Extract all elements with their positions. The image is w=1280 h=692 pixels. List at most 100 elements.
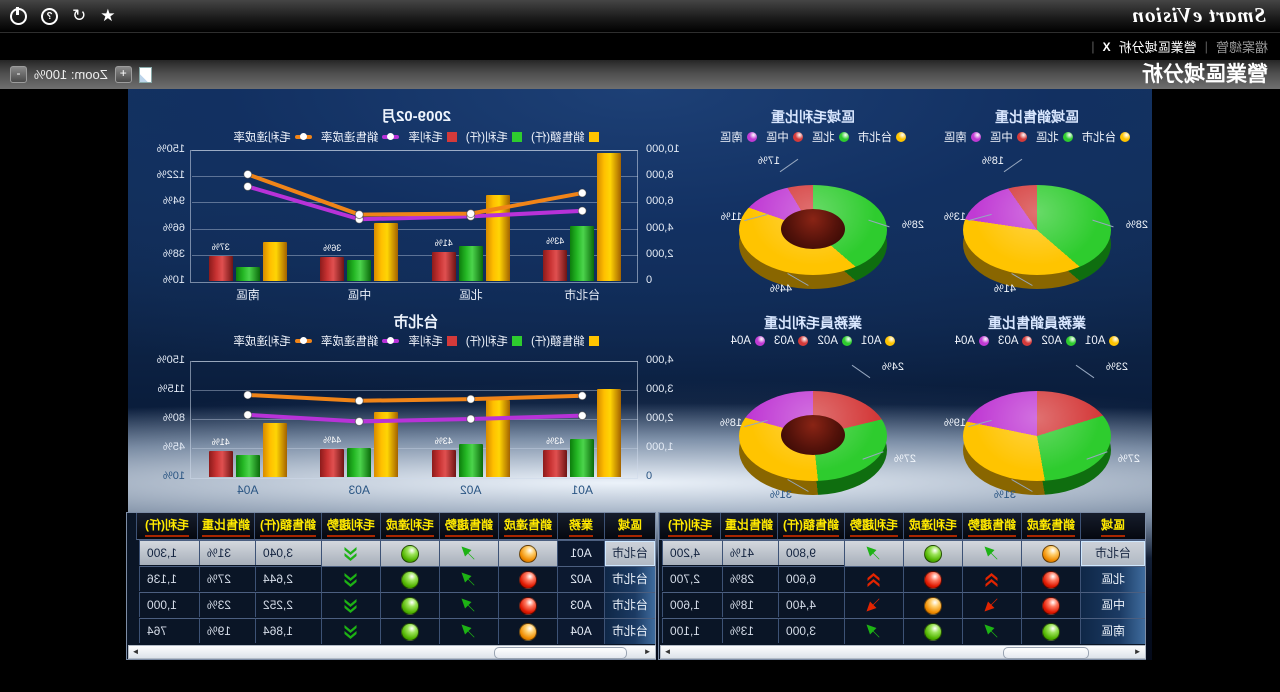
staff-cell: A03 <box>557 592 604 618</box>
staff-table: 區域 業務 銷售達成 銷售趨勢 毛利達成 毛利趨勢 銷售額(仟) 銷售比重 毛利(仟) 台北市 A0… <box>126 512 656 660</box>
column-header: 銷售比重 <box>197 513 254 540</box>
legend-item: A01 <box>1085 335 1120 347</box>
column-header-label: 銷售趨勢 <box>968 515 1017 537</box>
legend-item: 銷售額(仟) <box>531 129 599 145</box>
scroll-right-arrow[interactable]: ► <box>663 647 672 656</box>
donut-hole <box>781 209 845 249</box>
dashboard-canvas: 2009-02月 銷售額(仟) 毛利(仟) 毛利率 銷售達成率 毛利達成率 0 10% 2,00… <box>126 89 1152 660</box>
status-ball-red-icon <box>924 570 942 589</box>
column-header: 銷售達成 <box>498 513 557 540</box>
table-row[interactable]: 台北市 A04 1,864 19% 764 <box>127 618 655 644</box>
line-series-layer <box>243 390 587 426</box>
column-header-label: 銷售達成 <box>504 515 553 537</box>
table-row[interactable]: 台北市 A03 2,252 23% 1,000 <box>127 592 655 618</box>
right-axis-tick: 94% <box>162 195 185 208</box>
pie-surface <box>963 185 1111 275</box>
chart-legend: 銷售額(仟) 毛利(仟) 毛利率 銷售達成率 毛利達成率 <box>132 333 700 349</box>
power-icon[interactable] <box>10 6 27 25</box>
legend-label: 毛利達成率 <box>233 336 291 348</box>
legend-item: 毛利達成率 <box>233 129 312 145</box>
legend-item: 北區 <box>812 129 849 145</box>
zoom-control: + Zoom: 100% - <box>10 66 152 83</box>
pie-percent-label: 18% <box>719 417 742 429</box>
left-axis-tick: 6,000 <box>646 195 674 208</box>
status-icon-cell <box>844 566 903 592</box>
value-cell: 1,300 <box>139 540 199 565</box>
legend-item: 毛利率 <box>408 333 457 349</box>
legend-label: 台北市 <box>1081 132 1117 144</box>
category-label: 中區 <box>347 288 372 302</box>
value-cell: 23% <box>199 592 255 617</box>
region-table-scrollbar[interactable]: ◄ ► <box>660 645 1146 659</box>
column-header-label: 業務 <box>569 515 594 537</box>
tab-bar: 檔案總管 | 營業區域分析 X | <box>0 33 1280 60</box>
status-ball-orange-icon <box>519 544 537 563</box>
legend-line-marker <box>294 133 312 140</box>
trend-arrow-up-green-icon <box>867 624 880 638</box>
status-icon-cell <box>1021 566 1080 592</box>
staff-cell: A04 <box>557 618 604 644</box>
right-axis-tick: 80% <box>162 412 185 424</box>
value-cell: 28% <box>722 566 778 591</box>
value-cell: 4,200 <box>662 540 722 565</box>
help-icon[interactable]: ? <box>41 7 58 25</box>
region-table: 區域 銷售達成 銷售趨勢 毛利達成 毛利趨勢 銷售額(仟) 銷售比重 毛利(仟) 台北市 9,80… <box>658 512 1146 660</box>
region-cell: 中區 <box>1080 592 1145 618</box>
legend-label: A01 <box>860 335 882 347</box>
tab-close-icon[interactable]: X <box>1102 39 1111 54</box>
legend-item: 毛利率 <box>408 129 457 145</box>
zoom-in-button[interactable]: + <box>114 66 132 83</box>
column-header-label: 毛利(仟) <box>145 515 189 537</box>
column-header: 毛利(仟) <box>659 513 720 540</box>
trend-arrow-up-green-icon <box>462 546 475 560</box>
region-cell: 台北市 <box>604 592 655 618</box>
table-row[interactable]: 台北市 A02 2,644 27% 1,136 <box>127 566 655 592</box>
favorite-star-icon[interactable]: ★ <box>100 6 116 25</box>
donut-hole <box>781 415 845 455</box>
legend-dot <box>755 336 766 346</box>
zoom-out-button[interactable]: - <box>10 66 27 83</box>
export-page-icon[interactable] <box>138 66 152 83</box>
column-header-label: 區域 <box>1101 515 1126 537</box>
tab-business-region-analysis[interactable]: 營業區域分析 <box>1118 40 1197 55</box>
left-axis-tick: 2,000 <box>646 412 674 424</box>
category-label: A02 <box>460 483 482 497</box>
refresh-icon[interactable]: ↺ <box>72 6 87 25</box>
legend-dot <box>1065 336 1076 346</box>
table-row[interactable]: 中區 4,400 18% 1,600 <box>659 592 1145 618</box>
legend-line-marker <box>382 133 400 140</box>
scroll-right-arrow[interactable]: ► <box>131 647 140 656</box>
legend-dot <box>841 336 852 346</box>
pie-title: 區域銷售比重 <box>995 109 1079 125</box>
chart-pie-staff-profit: 業務員毛利比重 A01 A02 A03 A04 31% 27% 24% 18% <box>700 303 926 509</box>
scroll-thumb[interactable] <box>494 647 627 659</box>
status-icon-cell <box>1021 618 1080 644</box>
scroll-left-arrow[interactable]: ◄ <box>1133 647 1142 656</box>
value-cell: 18% <box>722 592 778 617</box>
category-label: 北區 <box>458 288 483 302</box>
column-header: 銷售達成 <box>1021 513 1080 540</box>
legend-label: 銷售達成率 <box>320 132 379 144</box>
table-header-row: 區域 業務 銷售達成 銷售趨勢 毛利達成 毛利趨勢 銷售額(仟) 銷售比重 毛利(仟) <box>127 513 655 540</box>
column-header-label: 銷售比重 <box>202 515 251 537</box>
table-row[interactable]: 北區 6,600 28% 2,700 <box>659 566 1145 592</box>
legend-swatch <box>588 336 599 346</box>
value-cell: 1,864 <box>255 618 321 643</box>
staff-cell: A01 <box>557 540 604 566</box>
scroll-left-arrow[interactable]: ◄ <box>643 647 652 656</box>
table-row[interactable]: 南區 3,000 13% 1,100 <box>659 618 1145 644</box>
scroll-thumb[interactable] <box>1003 647 1089 659</box>
status-icon-cell <box>498 618 557 644</box>
category-label: A04 <box>237 483 259 497</box>
pie-legend: A01 A02 A03 A04 <box>924 335 1150 347</box>
legend-item: 南區 <box>944 129 981 145</box>
table-row[interactable]: 台北市 9,800 41% 4,200 <box>659 540 1145 566</box>
tab-file-manager[interactable]: 檔案總管 <box>1215 40 1268 55</box>
status-ball-orange-icon <box>519 622 537 641</box>
staff-table-scrollbar[interactable]: ◄ ► <box>128 645 656 659</box>
pie-percent-label: 44% <box>769 283 792 295</box>
pie-title: 業務員銷售比重 <box>988 315 1086 331</box>
table-row[interactable]: 台北市 A01 3,040 31% 1,300 <box>127 540 655 566</box>
column-header: 銷售額(仟) <box>777 513 844 540</box>
legend-label: A03 <box>774 335 795 347</box>
